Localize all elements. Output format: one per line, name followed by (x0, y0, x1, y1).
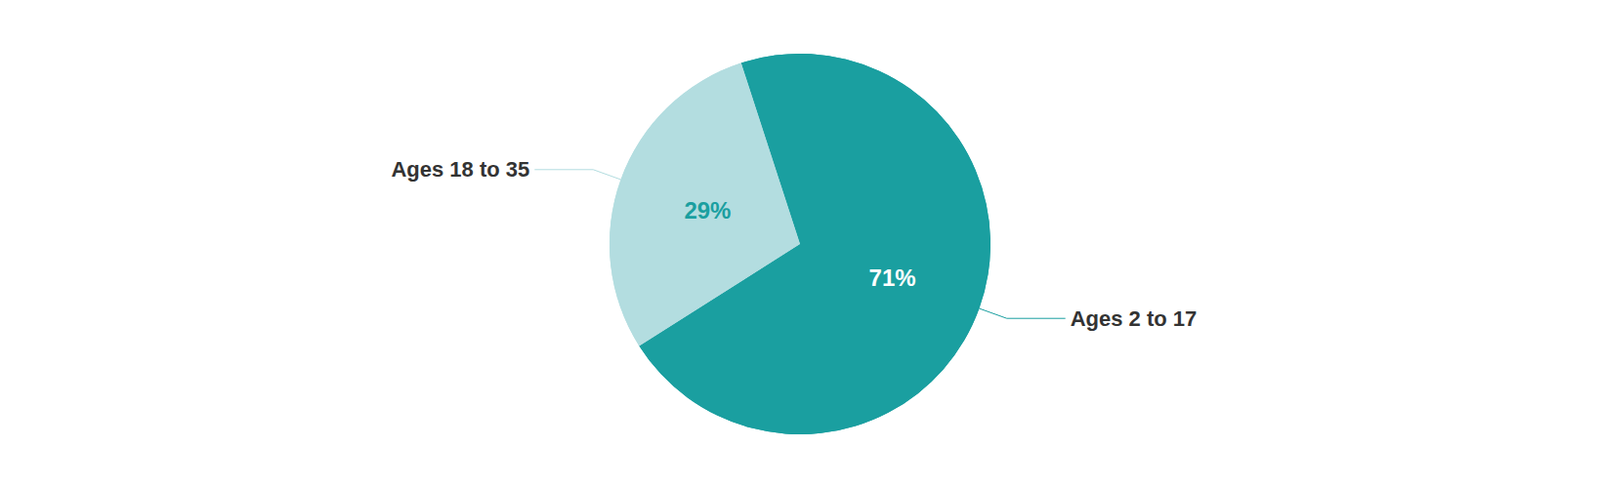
svg-text:71%: 71% (869, 264, 917, 292)
svg-text:Ages 2 to 17: Ages 2 to 17 (1070, 306, 1198, 332)
svg-text:29%: 29% (683, 197, 731, 224)
svg-text:Ages 18 to 35: Ages 18 to 35 (390, 157, 530, 182)
